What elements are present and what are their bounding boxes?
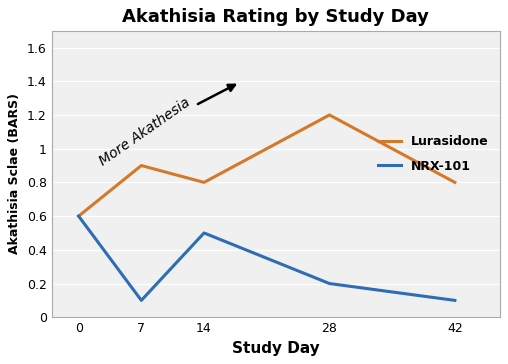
Legend: Lurasidone, NRX-101: Lurasidone, NRX-101	[373, 130, 493, 178]
Lurasidone	[201, 180, 207, 185]
Line: Lurasidone: Lurasidone	[79, 115, 455, 216]
NRX-101	[327, 281, 333, 286]
Lurasidone	[327, 113, 333, 117]
X-axis label: Study Day: Study Day	[232, 341, 320, 356]
NRX-101	[138, 298, 144, 302]
Text: More Akathesia: More Akathesia	[97, 85, 235, 168]
Lurasidone	[138, 163, 144, 168]
Line: NRX-101: NRX-101	[79, 216, 455, 300]
Lurasidone	[76, 214, 82, 218]
Y-axis label: Akathisia Sclae (BARS): Akathisia Sclae (BARS)	[8, 94, 21, 254]
NRX-101	[76, 214, 82, 218]
Title: Akathisia Rating by Study Day: Akathisia Rating by Study Day	[122, 8, 429, 26]
NRX-101	[452, 298, 458, 302]
Lurasidone	[452, 180, 458, 185]
NRX-101	[201, 231, 207, 235]
